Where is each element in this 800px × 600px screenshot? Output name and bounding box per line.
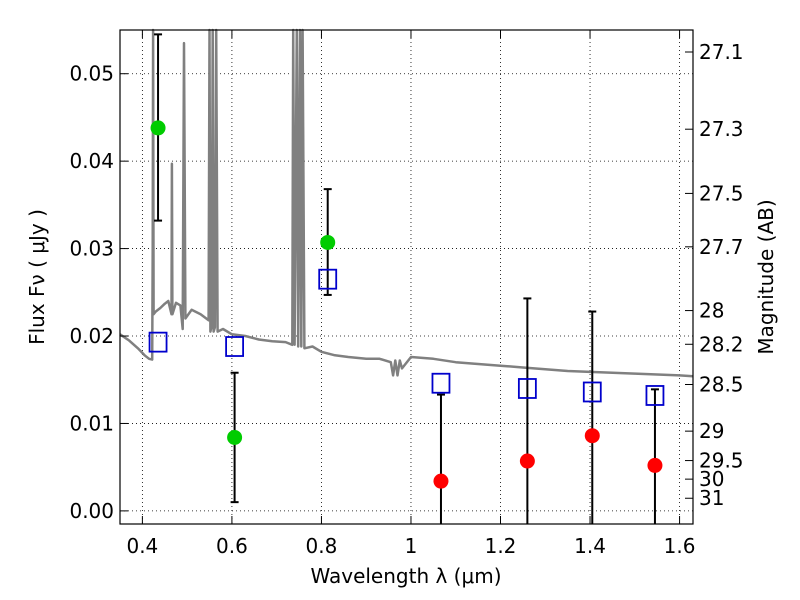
- x-tick-label: 1.4: [574, 534, 606, 558]
- y2-axis-label: Magnitude (AB): [754, 199, 778, 354]
- upper-limit-point: [647, 457, 663, 473]
- model-photometry-square: [517, 378, 537, 399]
- x-tick-label: 1.2: [485, 534, 517, 558]
- y2-tick-label: 27.7: [699, 235, 744, 259]
- error-bars: [154, 33, 659, 524]
- x-tick-label: 1: [405, 534, 418, 558]
- y2-tick-label: 29.5: [699, 449, 744, 473]
- data-points: [150, 120, 663, 489]
- y2-tick-label: 27.3: [699, 117, 744, 141]
- y2-tick-label: 28.5: [699, 372, 744, 396]
- grid: [120, 30, 693, 524]
- model-photometry-square: [318, 268, 338, 290]
- y2-tick-label: 27.5: [699, 181, 744, 205]
- x-tick-label: 0.8: [306, 534, 338, 558]
- x-tick-label: 0.6: [216, 534, 248, 558]
- y2-tick-label: 29: [699, 419, 724, 443]
- y-tick-label: 0.04: [69, 149, 114, 173]
- detection-point: [320, 234, 336, 250]
- model-photometry-square: [645, 385, 665, 406]
- y-tick-label: 0.02: [69, 324, 114, 348]
- y2-tick-label: 31: [699, 486, 724, 510]
- model-photometry-square: [225, 336, 245, 357]
- model-photometry-square: [148, 331, 168, 353]
- y-tick-label: 0.03: [69, 237, 114, 261]
- y2-tick-label: 28.2: [699, 332, 744, 356]
- upper-limit-point: [433, 473, 449, 489]
- model-photometry-square: [582, 381, 602, 403]
- plot-frame: [119, 29, 694, 525]
- upper-limit-point: [519, 453, 535, 469]
- x-axis-label: Wavelength λ (μm): [310, 564, 501, 588]
- y-axis-label: Flux Fν ( μJy ): [25, 209, 49, 345]
- upper-limit-point: [584, 428, 600, 444]
- y-ticks: 0.00 0.01 0.02 0.03 0.04 0.05: [69, 62, 128, 523]
- y2-tick-label: 30: [699, 467, 724, 491]
- detection-point: [150, 120, 166, 136]
- y2-tick-label: 28: [699, 299, 724, 323]
- y-tick-label: 0.01: [69, 411, 114, 435]
- x-tick-label: 0.4: [126, 534, 158, 558]
- y2-tick-label: 27.1: [699, 40, 744, 64]
- model-photometry-square: [431, 372, 451, 394]
- x-ticks: 0.4 0.6 0.8 1 1.2 1.4 1.6: [126, 30, 695, 558]
- y-tick-label: 0.00: [69, 499, 114, 523]
- x-tick-label: 1.6: [664, 534, 696, 558]
- model-spectrum-line: [119, 28, 694, 378]
- blue-squares: [148, 268, 665, 406]
- y-tick-label: 0.05: [69, 62, 114, 86]
- model-spectrum: [119, 28, 694, 378]
- detection-point: [227, 429, 243, 445]
